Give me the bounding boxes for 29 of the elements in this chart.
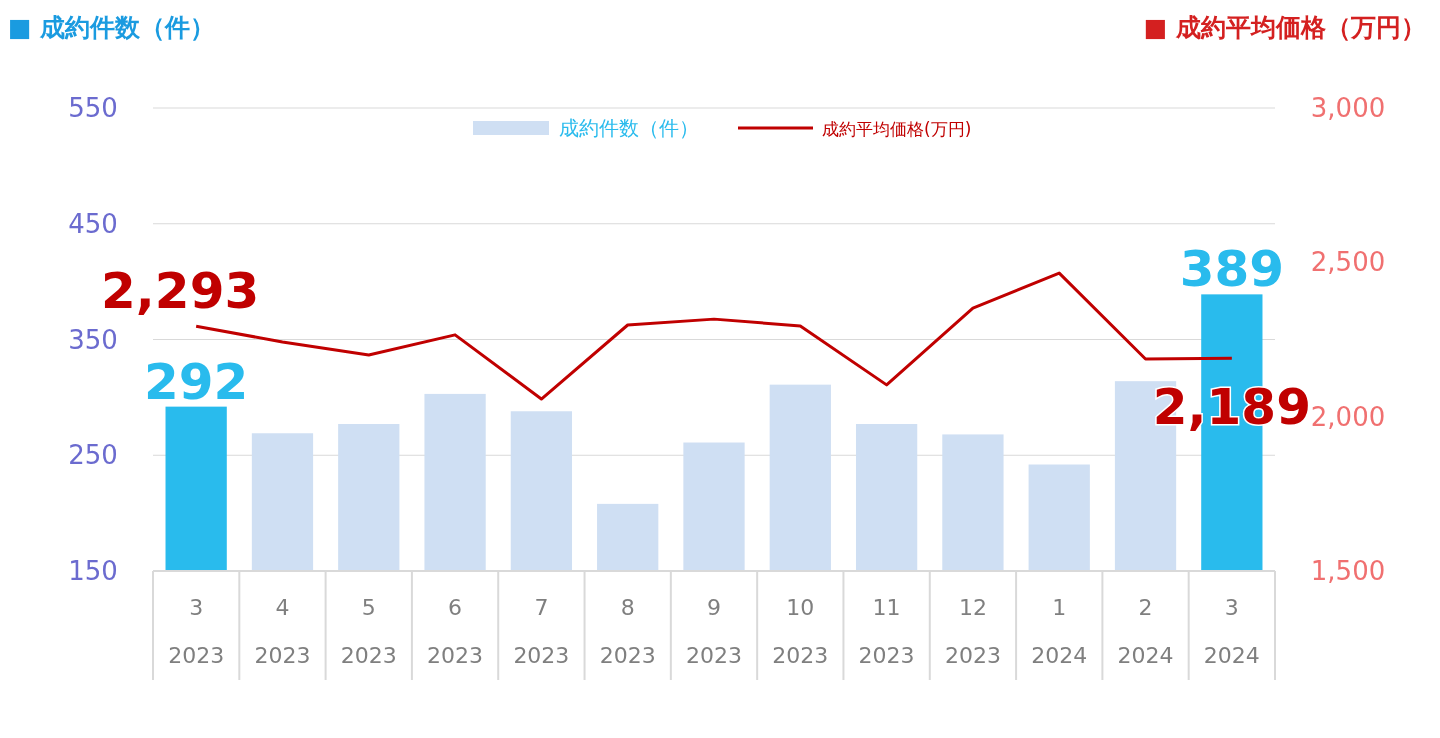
x-tick-label: 10 2023 [772,595,829,668]
y-axis-title: ■ 成約件数（件） [8,13,216,42]
x-tick-label: 3 2023 [168,595,225,668]
x-tick-label: 2 2024 [1117,595,1174,668]
x-tick-label: 4 2023 [254,595,311,668]
x-tick-label: 11 2023 [858,595,915,668]
x-tick-label: 8 2023 [599,595,656,668]
x-tick-label: 1 2024 [1031,595,1088,668]
x-tick-label: 9 2023 [686,595,742,668]
legend-label: 成約平均価格(万円) [822,119,972,139]
x-tick-label: 7 2023 [513,595,570,668]
y2-axis-title: ■ 成約平均価格（万円） [1143,13,1426,42]
x-tick-label: 3 2024 [1203,595,1260,668]
y-tick-label: 550 [68,93,118,123]
x-tick-label: 12 2023 [944,595,1001,668]
y-tick-label: 450 [68,208,118,239]
y2-tick-label: 1,500 [1310,556,1386,586]
y-tick-label: 250 [68,440,118,471]
legend-label: 成約件数（件） [559,116,699,140]
y-tick-label: 350 [68,324,118,355]
data-label: 2,293 [101,262,260,321]
y2-tick-label: 2,500 [1310,247,1386,278]
x-tick-label: 6 2023 [427,595,484,668]
y2-tick-label: 3,000 [1310,93,1386,123]
y-tick-label: 150 [68,556,118,586]
data-label: 389 [1179,240,1285,299]
x-tick-label: 5 2023 [340,595,397,668]
data-label: 292 [143,352,249,411]
y2-tick-label: 2,000 [1310,401,1386,432]
